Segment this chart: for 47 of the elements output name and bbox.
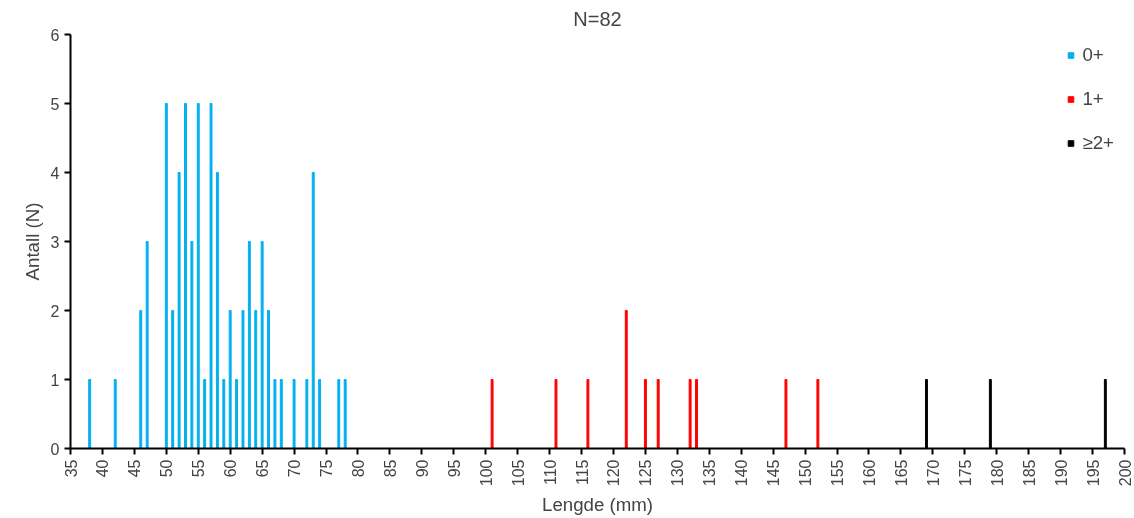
x-tick-label: 45	[126, 459, 144, 478]
x-tick-label: 200	[1116, 459, 1134, 487]
legend-label: ≥2+	[1082, 132, 1114, 154]
x-tick-label: 115	[573, 459, 591, 486]
x-tick-label: 160	[860, 459, 878, 487]
x-tick-label: 55	[190, 459, 208, 478]
x-tick-label: 170	[924, 459, 942, 487]
x-tick-label: 185	[1020, 459, 1038, 487]
y-axis-title: Antall (N)	[21, 202, 43, 281]
x-tick-label: 165	[892, 459, 910, 487]
x-tick-label: 40	[94, 459, 112, 478]
y-tick-label: 0	[50, 440, 60, 458]
x-tick-label: 80	[349, 459, 367, 478]
y-tick-label: 6	[50, 26, 60, 44]
x-tick-label: 105	[509, 459, 527, 487]
x-tick-label: 120	[605, 459, 623, 487]
x-tick-label: 130	[669, 459, 687, 487]
legend-label: 0+	[1082, 44, 1104, 66]
x-tick-label: 100	[477, 459, 495, 487]
y-tick-label: 5	[50, 95, 60, 113]
x-tick-label: 175	[956, 459, 974, 487]
x-tick-label: 65	[254, 459, 272, 478]
chart-title: N=82	[573, 7, 622, 30]
x-tick-label: 110	[541, 459, 559, 486]
legend-label: 1+	[1082, 88, 1104, 110]
x-tick-label: 60	[222, 459, 240, 478]
x-tick-label: 150	[797, 459, 815, 487]
y-tick-label: 2	[50, 302, 60, 320]
x-tick-label: 180	[988, 459, 1006, 487]
x-tick-label: 50	[158, 459, 176, 478]
x-tick-label: 70	[286, 459, 304, 478]
x-tick-label: 135	[701, 459, 719, 487]
x-tick-label: 95	[445, 459, 463, 478]
x-tick-label: 125	[637, 459, 655, 487]
x-tick-label: 145	[765, 459, 783, 487]
x-tick-label: 195	[1084, 459, 1102, 487]
x-tick-label: 190	[1052, 459, 1070, 487]
x-tick-label: 75	[318, 459, 336, 478]
x-tick-label: 85	[381, 459, 399, 478]
y-tick-label: 3	[50, 233, 60, 251]
x-tick-label: 35	[62, 459, 80, 478]
x-tick-label: 90	[413, 459, 431, 478]
x-axis-title: Lengde (mm)	[542, 494, 653, 516]
y-tick-label: 4	[50, 164, 60, 182]
y-tick-label: 1	[50, 371, 60, 389]
x-tick-label: 155	[829, 459, 847, 487]
x-tick-label: 140	[733, 459, 751, 487]
